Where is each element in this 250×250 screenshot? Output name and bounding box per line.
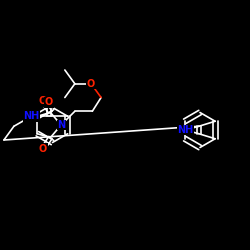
Text: O: O — [87, 79, 95, 89]
Text: O: O — [39, 96, 47, 106]
Text: NH: NH — [177, 125, 193, 135]
Text: O: O — [39, 144, 47, 154]
Text: NH: NH — [23, 111, 40, 121]
Text: N: N — [57, 120, 65, 130]
Text: O: O — [45, 98, 53, 108]
